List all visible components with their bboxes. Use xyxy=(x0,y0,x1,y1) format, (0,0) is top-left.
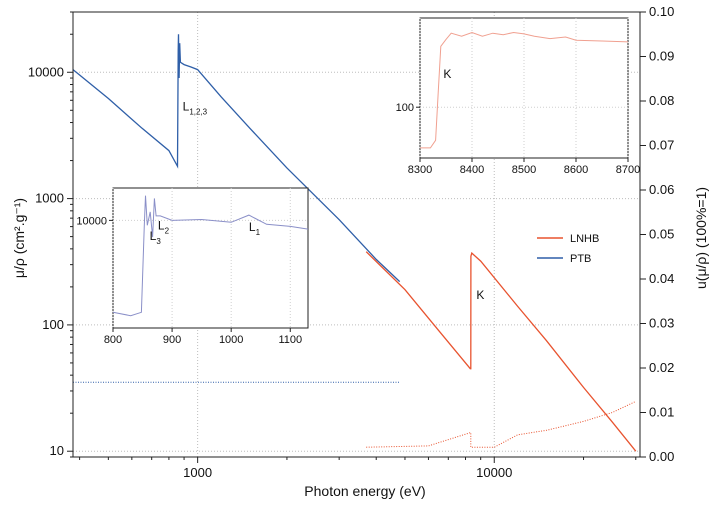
y-tick-label: 10 xyxy=(50,443,64,458)
annotations: L1,2,3 K xyxy=(183,99,485,302)
inset-x-tick-label: 8600 xyxy=(564,164,588,176)
y2-tick-label: 0.01 xyxy=(649,405,674,420)
series-lnhb-uncertainty xyxy=(366,400,637,448)
annotation-l: L1,2,3 xyxy=(183,99,208,116)
inset-annotation-k: K xyxy=(443,67,451,81)
y-axis-right-title: u(μ/ρ) (100%=1) xyxy=(693,187,709,289)
y2-tick-label: 0.02 xyxy=(649,360,674,375)
legend: LNHB PTB xyxy=(537,233,599,265)
legend-label-ptb: PTB xyxy=(570,253,591,265)
inset-x-tick-label: 1000 xyxy=(219,334,243,346)
y-tick-label: 10000 xyxy=(28,64,64,79)
y2-tick-label: 0.04 xyxy=(649,271,674,286)
x-axis-title: Photon energy (eV) xyxy=(304,483,425,499)
axes: 1000 10000 10 100 1000 10000 0.00 0.01 0.02 0.03 0… xyxy=(28,4,674,480)
y2-tick-label: 0.05 xyxy=(649,227,674,242)
x-tick-label: 10000 xyxy=(476,465,512,480)
y2-tick-label: 0.08 xyxy=(649,93,674,108)
inset-x-tick-label: 8500 xyxy=(512,164,536,176)
x-tick-label: 1000 xyxy=(183,465,212,480)
inset-y-tick-label: 100 xyxy=(396,102,414,114)
series-ptb xyxy=(72,34,401,283)
inset-x-tick-label: 900 xyxy=(163,334,181,346)
inset-x-tick-label: 8700 xyxy=(616,164,640,176)
inset-annotation-l3: L3 xyxy=(150,229,162,246)
y2-tick-label: 0.07 xyxy=(649,138,674,153)
y2-tick-label: 0.09 xyxy=(649,49,674,64)
y2-tick-label: 0.00 xyxy=(649,449,674,464)
inset-k-edge: 8300 8400 8500 8600 8700 100 K xyxy=(396,17,640,176)
inset-annotation-l1: L1 xyxy=(249,220,261,237)
inset-y-tick-label: 10000 xyxy=(76,215,107,227)
inset-x-tick-label: 800 xyxy=(104,334,122,346)
inset-x-tick-label: 8300 xyxy=(408,164,432,176)
inset-annotation-l2: L2 xyxy=(158,219,170,236)
inset-x-tick-label: 8400 xyxy=(460,164,484,176)
y2-tick-label: 0.10 xyxy=(649,4,674,19)
inset-x-tick-label: 1100 xyxy=(278,334,302,346)
y-tick-label: 100 xyxy=(42,317,64,332)
series-lnhb xyxy=(365,251,637,452)
series-layer xyxy=(72,34,637,452)
annotation-k: K xyxy=(476,288,484,302)
legend-label-lnhb: LNHB xyxy=(570,233,599,245)
inset-frame xyxy=(112,187,309,329)
y2-tick-label: 0.03 xyxy=(649,316,674,331)
inset-series xyxy=(420,31,629,149)
y-tick-label: 1000 xyxy=(35,191,64,206)
inset-series xyxy=(112,195,309,317)
y2-tick-label: 0.06 xyxy=(649,182,674,197)
y-axis-left-title: μ/ρ (cm².g⁻¹) xyxy=(11,198,27,278)
